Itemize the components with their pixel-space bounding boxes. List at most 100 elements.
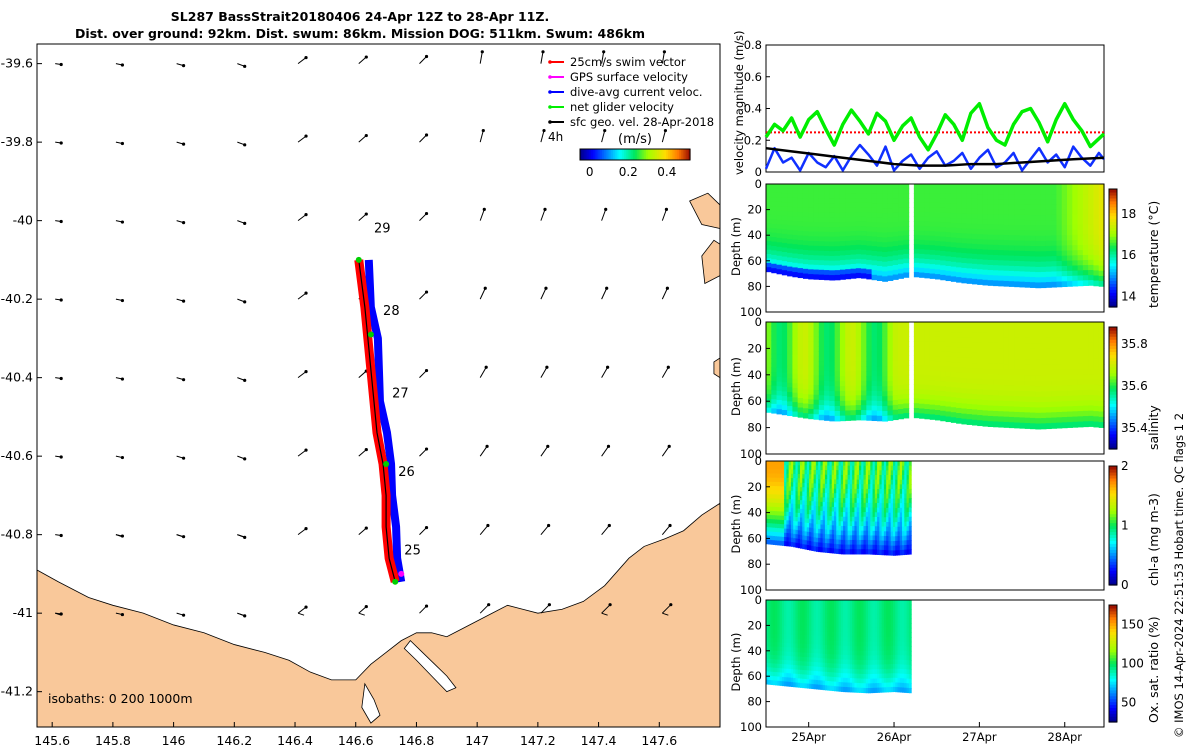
heatmap-cell	[924, 184, 931, 190]
heatmap-cell	[781, 625, 785, 631]
heatmap-cell	[784, 541, 788, 547]
heatmap-cell	[882, 242, 889, 248]
heatmap-cell	[777, 481, 781, 487]
heatmap-cell	[850, 410, 857, 416]
heatmap-cell	[874, 535, 878, 541]
heatmap-cell	[892, 550, 896, 556]
heatmap-cell	[829, 506, 833, 513]
heatmap-cell	[945, 227, 952, 233]
heatmap-cell	[797, 402, 804, 409]
heatmap-cell	[945, 401, 952, 408]
heatmap-cell	[906, 488, 910, 495]
heatmap-cell	[766, 489, 769, 495]
heatmap-cell	[998, 255, 1005, 261]
heatmap-cell	[784, 507, 788, 513]
heatmap-cell	[808, 336, 815, 342]
heatmap-cell	[815, 483, 819, 489]
heatmap-cell	[1082, 353, 1089, 360]
heatmap-cell	[903, 389, 910, 395]
heatmap-cell	[924, 399, 931, 405]
heatmap-cell	[881, 545, 885, 551]
heatmap-cell	[950, 402, 957, 408]
colorbar-cell	[600, 149, 603, 160]
heatmap-cell	[971, 213, 978, 220]
heatmap-cell	[913, 379, 920, 385]
heatmap-cell	[813, 496, 817, 503]
heatmap-cell	[1014, 337, 1021, 344]
heatmap-cell	[919, 403, 926, 410]
heatmap-cell	[809, 635, 812, 641]
heatmap-cell	[788, 638, 792, 644]
heatmap-cell	[1067, 184, 1073, 190]
heatmap-cell	[1014, 401, 1021, 408]
heatmap-cell	[868, 484, 871, 490]
heatmap-cell	[903, 403, 910, 409]
heatmap-cell	[777, 651, 781, 656]
heatmap-cell	[784, 672, 788, 678]
heatmap-cell	[813, 532, 817, 538]
heatmap-cell	[919, 211, 926, 218]
heatmap-cell	[950, 242, 957, 248]
heatmap-cell	[1014, 369, 1021, 376]
heatmap-cell	[824, 366, 830, 372]
colorbar-cell	[682, 149, 686, 160]
heatmap-cell	[1051, 322, 1058, 328]
heatmap-cell	[1014, 353, 1021, 360]
heatmap-cell	[877, 475, 880, 481]
heatmap-cell	[818, 341, 825, 348]
heatmap-cell	[845, 184, 852, 190]
heatmap-cell	[768, 481, 772, 487]
geo-velocity-arrow	[419, 605, 427, 614]
heatmap-colorbar-cell	[1109, 372, 1117, 377]
heatmap-cell	[811, 505, 815, 511]
heatmap-cell	[1093, 199, 1100, 205]
heatmap-cell	[993, 322, 999, 328]
heatmap-cell	[956, 418, 963, 424]
heatmap-cell	[877, 489, 880, 495]
heatmap-cell	[861, 184, 867, 190]
heatmap-cell	[935, 198, 941, 204]
heatmap-y-tick-label: 40	[747, 506, 762, 520]
heatmap-cell	[813, 404, 820, 411]
heatmap-cell	[1019, 250, 1026, 257]
heatmap-cell	[815, 537, 819, 543]
heatmap-cell	[836, 618, 840, 624]
heatmap-cell	[824, 331, 830, 338]
heatmap-cell	[809, 514, 812, 520]
heatmap-cell	[868, 479, 871, 485]
heatmap-cell	[879, 545, 883, 551]
heatmap-cell	[993, 384, 999, 391]
heatmap-cell	[802, 216, 809, 223]
heatmap-cell	[802, 635, 806, 640]
heatmap-cell	[868, 521, 871, 527]
heatmap-cell	[806, 630, 810, 636]
heatmap-cell	[792, 202, 799, 208]
heatmap-cell	[824, 640, 828, 646]
heatmap-cell	[845, 346, 852, 353]
heatmap-cell	[808, 202, 815, 209]
heatmap-cell	[815, 644, 819, 650]
heatmap-cell	[797, 617, 801, 623]
heatmap-cell	[834, 381, 841, 387]
heatmap-cell	[840, 530, 844, 536]
heatmap-cell	[871, 336, 878, 343]
heatmap-cell	[775, 672, 778, 677]
heatmap-cell	[961, 413, 968, 420]
heatmap-cell	[787, 220, 794, 226]
heatmap-cell	[792, 392, 799, 399]
heatmap-cell	[924, 216, 931, 223]
heatmap-cell	[881, 517, 885, 523]
colorbar-cell	[581, 149, 585, 160]
heatmap-cell	[919, 239, 926, 246]
heatmap-cell	[838, 525, 842, 532]
heatmap-cell	[1067, 189, 1073, 195]
heatmap-cell	[829, 198, 836, 204]
heatmap-cell	[876, 322, 883, 328]
heatmap-cell	[1035, 423, 1042, 430]
heatmap-cell	[802, 617, 806, 623]
heatmap-cell	[913, 188, 920, 194]
heatmap-cell	[1008, 322, 1015, 328]
heatmap-cell	[1098, 209, 1105, 216]
chart-title-line-2: Dist. over ground: 92km. Dist. swum: 86k…	[75, 26, 645, 41]
heatmap-cell	[852, 535, 856, 541]
